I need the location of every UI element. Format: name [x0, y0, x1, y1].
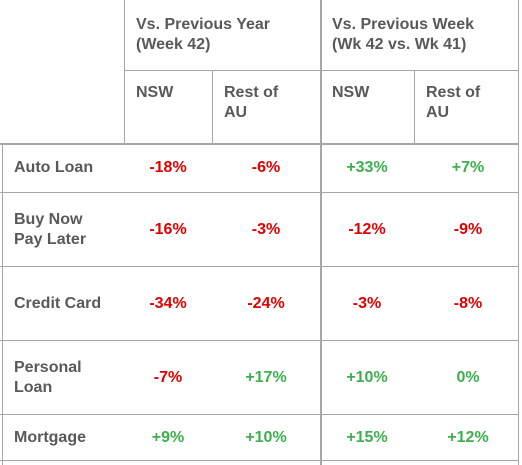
value-auto-loan-nsw-year: -18%	[149, 159, 187, 176]
value-mortgage-nsw-week: +15%	[346, 428, 388, 446]
grid-line	[212, 70, 213, 144]
row-label-text: Auto Loan	[14, 159, 94, 176]
grid-line	[0, 192, 519, 193]
group-header-prev-year: Vs. Previous Year (Week 42)	[124, 0, 320, 70]
value-auto-loan-rest-week: +7%	[451, 159, 485, 176]
group-header-prev-week-label: Vs. Previous Week (Wk 42 vs. Wk 41)	[332, 16, 474, 53]
value-personal-loan-rest-week: 0%	[456, 368, 480, 386]
row-label-text: Buy Now Pay Later	[14, 210, 87, 248]
row-label-text: Personal Loan	[14, 358, 82, 396]
row-label-text: Credit Card	[14, 294, 102, 312]
value-auto-loan-rest-year: -6%	[251, 159, 281, 176]
subheader-rest-week: Rest of AU	[414, 70, 522, 144]
row-label-credit-card: Credit Card	[0, 267, 124, 340]
value-personal-loan-nsw-year: -7%	[153, 368, 183, 386]
value-bnpl-nsw-year: -16%	[149, 220, 187, 238]
group-header-prev-year-label: Vs. Previous Year (Week 42)	[136, 16, 271, 53]
value-bnpl-rest-year: -3%	[251, 220, 281, 238]
subheader-nsw-year-label: NSW	[136, 84, 174, 101]
row-label-auto-loan: Auto Loan	[0, 144, 124, 192]
grid-line	[414, 70, 415, 144]
grid-line	[0, 143, 519, 145]
row-label-mortgage: Mortgage	[0, 415, 124, 460]
subheader-nsw-year: NSW	[124, 70, 212, 144]
grid-line	[0, 414, 519, 415]
group-header-prev-week: Vs. Previous Week (Wk 42 vs. Wk 41)	[320, 0, 522, 70]
row-label-personal-loan: Personal Loan	[0, 341, 124, 414]
row-label-text: Mortgage	[14, 428, 86, 446]
value-auto-loan-nsw-week: +33%	[346, 159, 388, 176]
grid-line	[0, 460, 519, 461]
value-mortgage-nsw-year: +9%	[151, 428, 185, 446]
grid-line	[320, 0, 322, 465]
grid-line	[518, 0, 519, 465]
value-personal-loan-rest-year: +17%	[245, 368, 287, 386]
value-mortgage-rest-week: +12%	[447, 428, 489, 446]
grid-line	[124, 70, 519, 71]
grid-line	[2, 143, 3, 465]
value-bnpl-rest-week: -9%	[453, 220, 483, 238]
subheader-nsw-week-label: NSW	[332, 84, 370, 101]
grid-line	[0, 266, 519, 267]
value-credit-card-nsw-year: -34%	[149, 294, 187, 312]
subheader-nsw-week: NSW	[320, 70, 414, 144]
value-bnpl-nsw-week: -12%	[348, 220, 386, 238]
value-personal-loan-nsw-week: +10%	[346, 368, 388, 386]
value-credit-card-nsw-week: -3%	[352, 294, 382, 312]
grid-line	[124, 0, 125, 144]
subheader-rest-year-label: Rest of AU	[224, 84, 279, 121]
value-credit-card-rest-week: -8%	[453, 294, 483, 312]
grid-line	[0, 340, 519, 341]
subheader-rest-year: Rest of AU	[212, 70, 320, 144]
row-label-bnpl: Buy Now Pay Later	[0, 193, 124, 266]
subheader-rest-week-label: Rest of AU	[426, 84, 481, 121]
value-mortgage-rest-year: +10%	[245, 428, 287, 446]
value-credit-card-rest-year: -24%	[247, 294, 285, 312]
